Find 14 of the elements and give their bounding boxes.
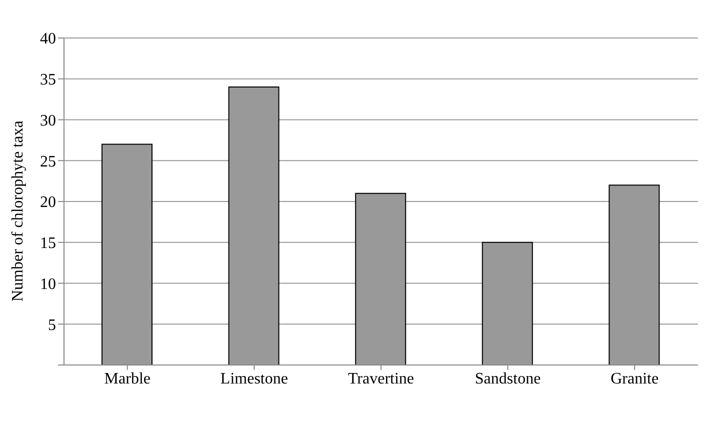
y-tick-label: 15 — [40, 235, 56, 252]
y-axis-title: Number of chlorophyte taxa — [10, 120, 27, 302]
x-tick-label: Limestone — [220, 370, 288, 388]
y-tick-label: 5 — [48, 316, 56, 334]
y-tick-label: 40 — [40, 30, 56, 48]
y-tick-label: 25 — [40, 153, 56, 170]
y-tick-label: 30 — [40, 112, 56, 130]
x-tick-label: Marble — [104, 370, 150, 388]
x-tick-label: Sandstone — [474, 370, 541, 388]
y-tick-label: 10 — [40, 276, 56, 293]
x-tick-label: Travertine — [348, 370, 414, 388]
y-tick-label: 35 — [40, 72, 56, 89]
x-tick-label: Granite — [610, 370, 659, 388]
y-tick-label: 20 — [40, 194, 56, 212]
